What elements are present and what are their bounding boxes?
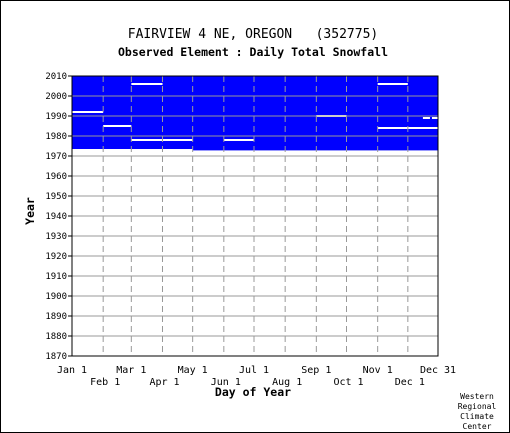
x-tick-label: Oct 1 — [333, 377, 363, 388]
y-tick-label: 1880 — [45, 332, 67, 342]
credit-line: Regional — [458, 402, 497, 411]
x-tick-label: Jan 1 — [57, 365, 87, 376]
y-tick-label: 1960 — [45, 172, 67, 182]
x-tick-label: Jul 1 — [239, 365, 269, 376]
grid-lines — [68, 75, 439, 357]
y-tick-label: 1970 — [45, 152, 67, 162]
y-tick-label: 1910 — [45, 272, 67, 282]
y-tick-label: 1940 — [45, 212, 67, 222]
credit-line: Climate — [460, 412, 494, 421]
data-region-1 — [192, 149, 438, 151]
y-tick-label: 1990 — [45, 112, 67, 122]
y-axis-label: Year — [23, 197, 37, 225]
x-tick-label: Mar 1 — [116, 365, 146, 376]
x-tick-label: Feb 1 — [90, 377, 120, 388]
credit-line: Western — [460, 392, 494, 401]
credit-line: Center — [463, 422, 492, 431]
x-tick-label: Sep 1 — [301, 365, 331, 376]
y-tick-label: 2010 — [45, 72, 67, 82]
x-tick-label: Apr 1 — [149, 377, 179, 388]
y-tick-label: 1950 — [45, 192, 67, 202]
x-tick-label: Nov 1 — [363, 365, 393, 376]
y-tick-label: 1890 — [45, 312, 67, 322]
y-tick-labels: 2010 2000 1990 1980 1970 1960 1950 1940 1930 1920… — [45, 72, 67, 362]
x-tick-label: May 1 — [178, 365, 208, 376]
data-coverage-layer — [72, 76, 438, 151]
x-tick-label: Dec 1 — [395, 377, 425, 388]
y-tick-label: 1870 — [45, 352, 67, 362]
y-tick-label: 1980 — [45, 132, 67, 142]
y-tick-label: 1920 — [45, 252, 67, 262]
x-axis-label: Day of Year — [215, 385, 291, 399]
chart-title: FAIRVIEW 4 NE, OREGON (352775) — [128, 27, 378, 42]
x-tick-label: Dec 31 — [420, 365, 456, 376]
x-tick-label: Jun 1 — [211, 377, 241, 388]
y-tick-label: 1930 — [45, 232, 67, 242]
y-tick-label: 1900 — [45, 292, 67, 302]
y-tick-label: 2000 — [45, 92, 67, 102]
x-tick-label: Aug 1 — [272, 377, 302, 388]
plot-border — [71, 75, 439, 357]
x-tick-labels: Jan 1 Mar 1 May 1 Jul 1 Sep 1 Nov 1 Dec 31 Feb … — [57, 365, 456, 388]
chart-subtitle: Observed Element : Daily Total Snowfall — [118, 45, 388, 59]
data-region-0 — [72, 76, 438, 149]
